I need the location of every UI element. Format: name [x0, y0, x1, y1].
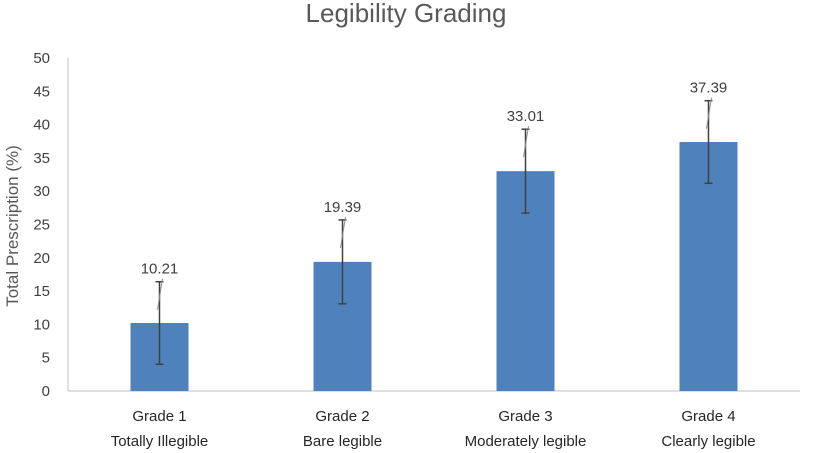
y-tick-label: 15: [33, 283, 50, 300]
category-labels: Grade 1 Totally Illegible Grade 2 Bare legi…: [111, 408, 756, 450]
y-tick-label: 25: [33, 217, 50, 234]
y-tick-label: 5: [42, 350, 50, 367]
y-tick-label: 40: [33, 117, 50, 134]
data-label: 37.39: [690, 80, 728, 97]
data-label: 19.39: [324, 199, 362, 216]
y-tick-label: 10: [33, 316, 50, 333]
category-label-grade: Grade 2: [315, 408, 369, 425]
y-tick-label: 0: [42, 383, 50, 400]
leader-line: [340, 216, 346, 248]
leader-line: [157, 278, 163, 310]
y-tick-label: 45: [33, 83, 50, 100]
chart-title: Legibility Grading: [306, 0, 507, 28]
bars: [130, 141, 738, 391]
category-label-grade: Grade 3: [498, 408, 552, 425]
leader-line: [523, 126, 529, 158]
y-tick-label: 30: [33, 183, 50, 200]
category-label-grade: Grade 1: [132, 408, 186, 425]
leader-line: [706, 97, 712, 129]
error-bars: [155, 97, 713, 366]
category-label-description: Bare legible: [303, 433, 382, 450]
y-axis-label: Total Prescription (%): [3, 145, 22, 307]
category-label-description: Clearly legible: [661, 433, 755, 450]
data-label: 10.21: [141, 261, 179, 278]
y-tick-label: 20: [33, 250, 50, 267]
data-label: 33.01: [507, 108, 545, 125]
y-tick-label: 50: [33, 50, 50, 67]
data-labels: 10.21 19.39 33.01 37.39: [141, 80, 728, 278]
category-label-description: Moderately legible: [465, 433, 587, 450]
category-label-description: Totally Illegible: [111, 433, 209, 450]
category-label-grade: Grade 4: [681, 408, 735, 425]
y-tick-label: 35: [33, 150, 50, 167]
axes: 0 5 10 15 20 25 30 35 40 45 50: [33, 50, 800, 400]
